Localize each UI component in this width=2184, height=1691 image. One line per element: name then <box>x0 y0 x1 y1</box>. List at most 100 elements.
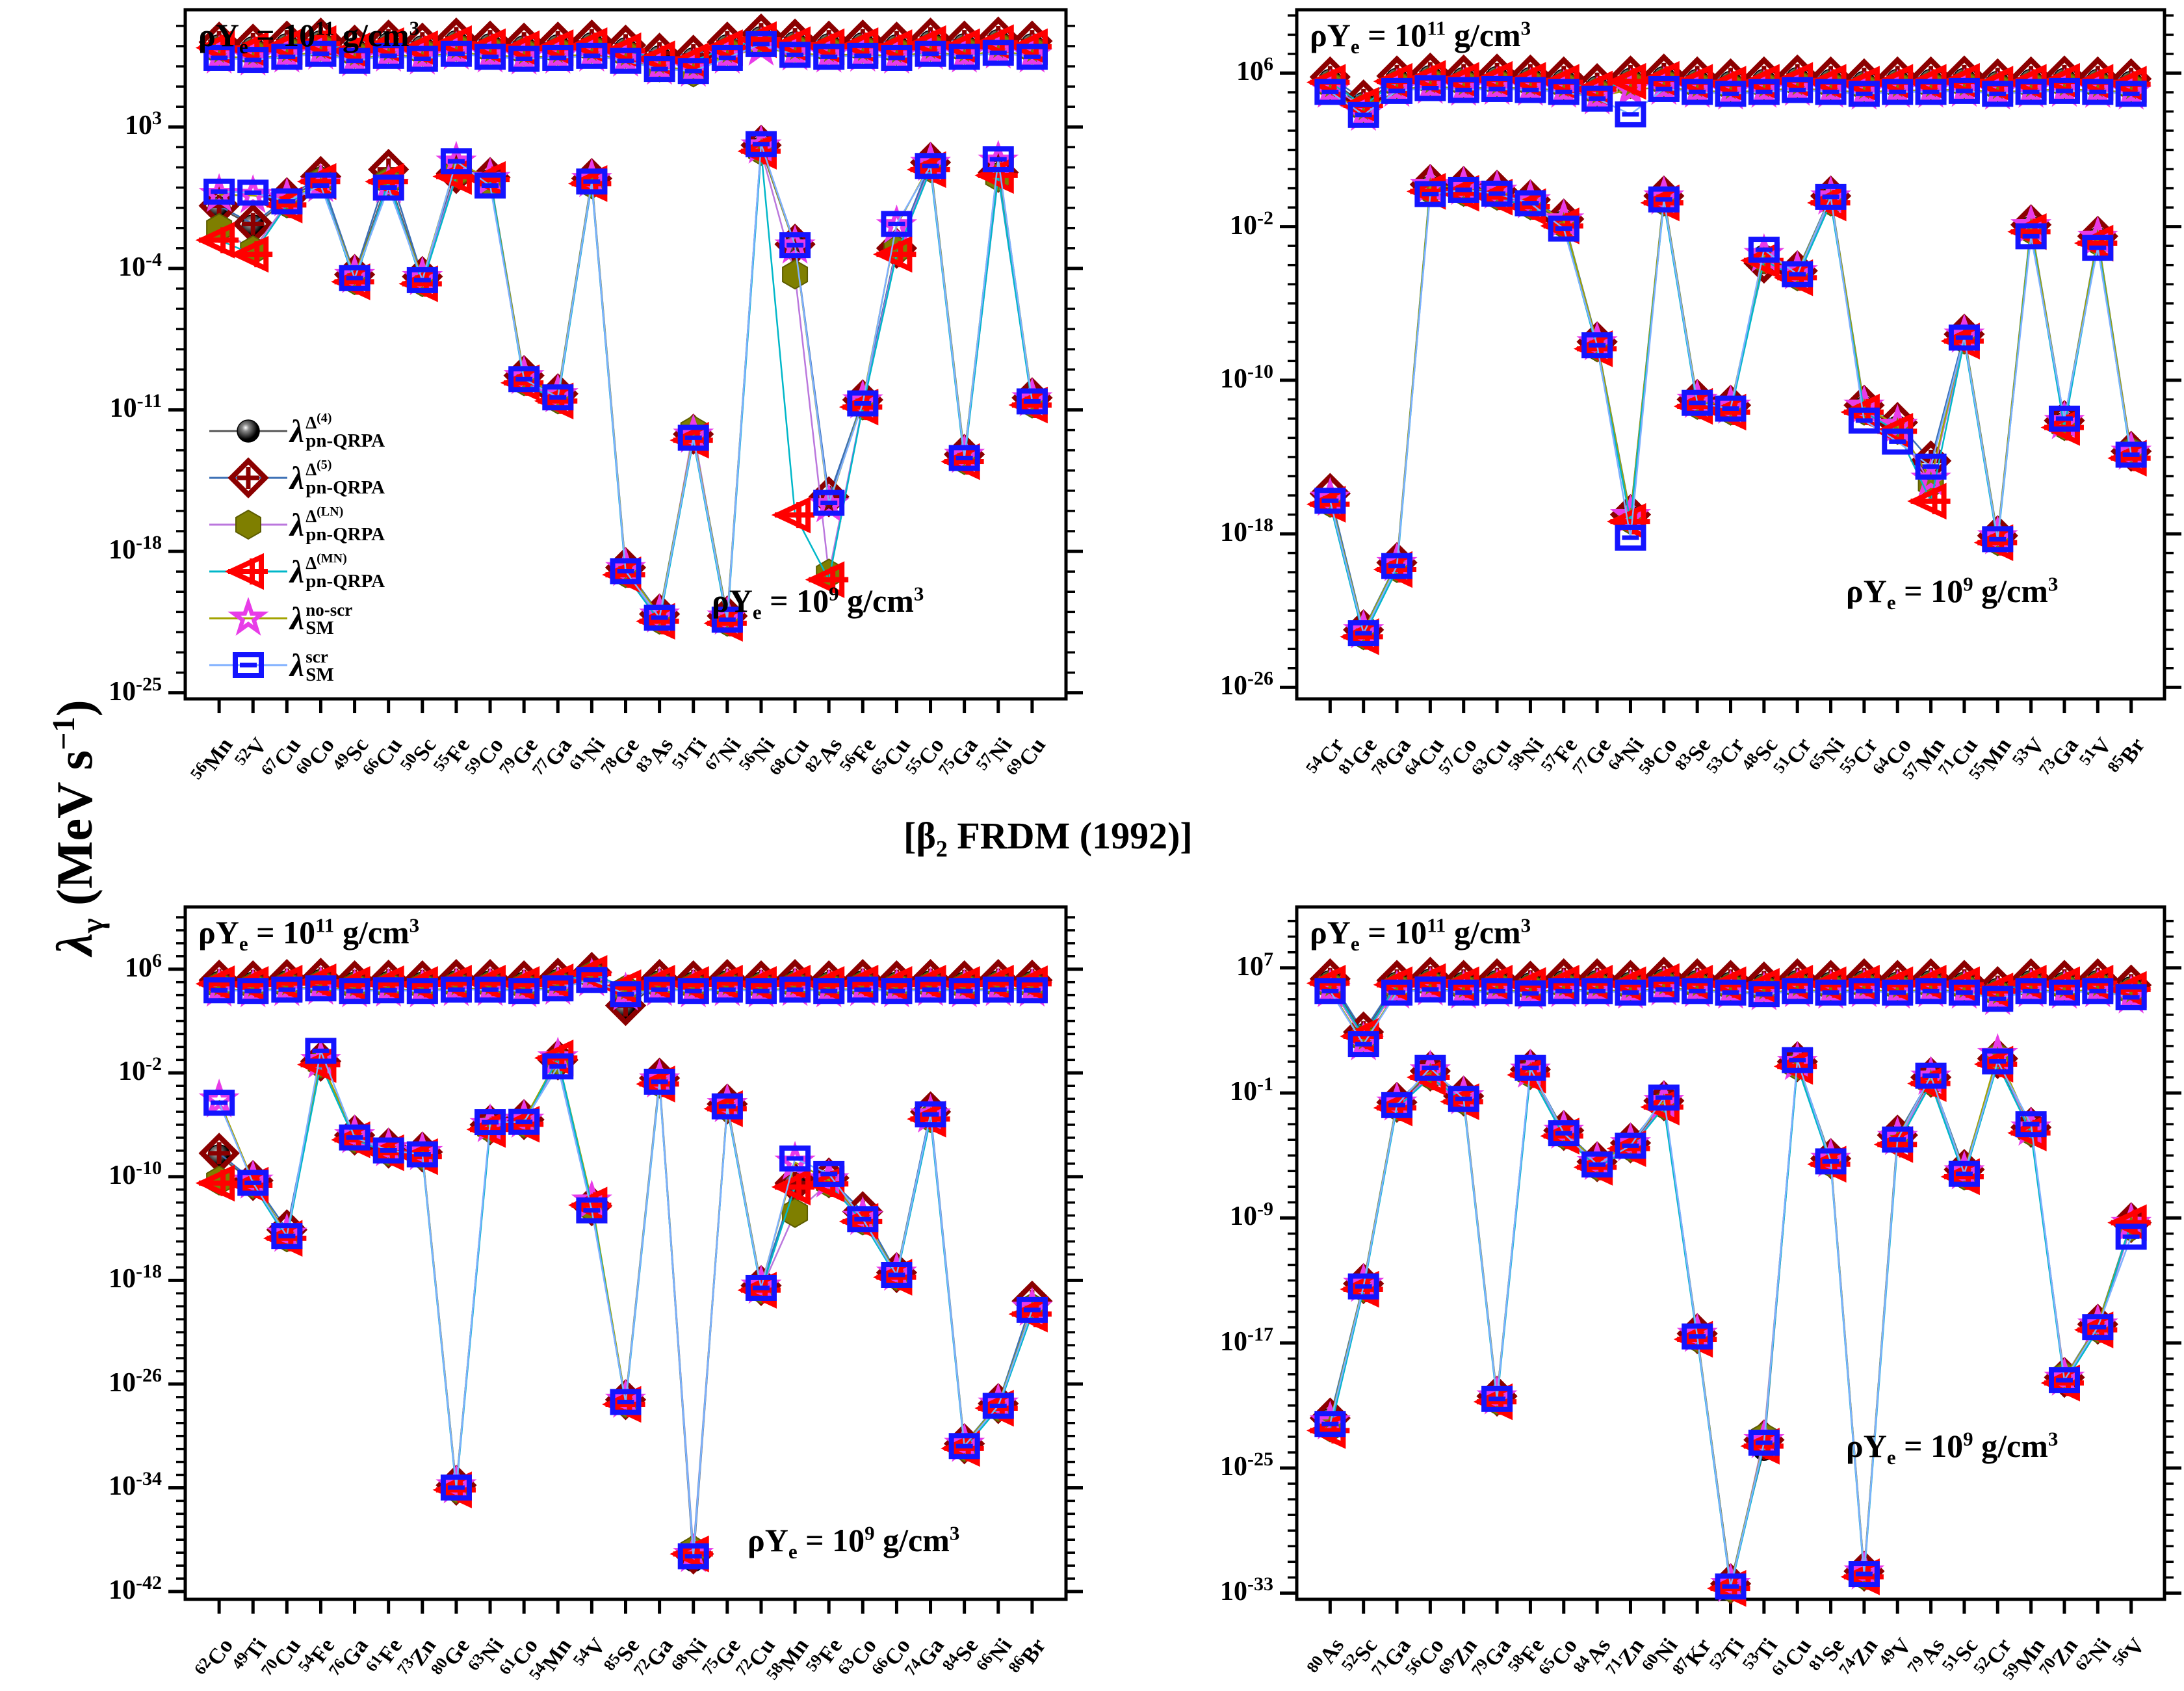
y-tick-label: 10-18 <box>1220 514 1273 548</box>
chart-shape <box>474 44 506 70</box>
chart-shape <box>1748 79 1780 105</box>
crossed-square-icon <box>982 146 1014 173</box>
crossed-square-icon <box>372 174 404 201</box>
crossed-triangle-icon <box>771 496 815 534</box>
chart-shape <box>782 259 809 290</box>
chart-shape <box>474 172 506 199</box>
chart-shape <box>1715 395 1747 422</box>
chart-shape <box>2015 79 2047 105</box>
crossed-square-icon <box>1948 77 1980 104</box>
panel-border-bottom-right <box>1295 905 2166 1601</box>
chart-shape <box>1948 324 1980 351</box>
chart-shape <box>881 211 913 237</box>
legend-label: λ Δ(4) pn-QRPA <box>290 411 385 451</box>
chart-shape <box>1347 620 1379 647</box>
chart-shape <box>948 445 980 471</box>
chart-shape <box>228 596 269 636</box>
chart-shape <box>711 44 743 71</box>
crossed-triangle-icon <box>224 553 268 590</box>
figure-caption: [β2 FRDM (1992)] <box>904 815 1193 862</box>
crossed-square-icon <box>610 558 642 584</box>
crossed-square-icon <box>237 179 269 206</box>
crossed-square-icon <box>406 267 438 293</box>
chart-shape <box>237 47 269 73</box>
chart-shape <box>1381 553 1413 579</box>
chart-shape <box>1815 79 1847 105</box>
chart-shape <box>1748 237 1780 263</box>
chart-shape <box>1782 77 1814 103</box>
crossed-square-icon <box>305 40 337 67</box>
chart-shape <box>1882 79 1914 105</box>
crossed-square-icon <box>677 425 709 451</box>
chart-shape <box>1514 190 1546 216</box>
legend-item: λ no-scr SM <box>207 596 385 640</box>
crossed-square-icon <box>745 31 777 57</box>
density-annotation-low: ρYe = 109 g/cm3 <box>712 582 924 623</box>
crossed-square-icon <box>711 44 743 71</box>
crossed-square-icon <box>440 40 472 67</box>
chart-shape <box>1481 75 1513 102</box>
chart-shape <box>2115 81 2147 107</box>
density-annotation-high: ρYe = 1011 g/cm3 <box>1310 913 1531 955</box>
crossed-square-icon <box>813 44 845 70</box>
legend-item: λ Δ(5) pn-QRPA <box>207 456 385 499</box>
y-tick-label: 10-2 <box>118 1053 162 1087</box>
legend-item: λ Δ(LN) pn-QRPA <box>207 503 385 546</box>
y-tick-label: 10-34 <box>109 1468 162 1502</box>
chart-shape <box>2048 405 2080 432</box>
crossed-square-icon <box>1448 176 1479 203</box>
crossed-square-icon <box>576 42 608 69</box>
crossed-square-icon <box>1848 81 1880 107</box>
series-markers-sq-low <box>1314 176 2147 647</box>
chart-shape <box>1414 75 1446 101</box>
crossed-square-icon <box>1381 553 1413 579</box>
crossed-square-icon <box>1748 237 1780 263</box>
ball-icon <box>207 410 290 452</box>
y-tick-label: 10-18 <box>109 1261 162 1294</box>
chart-shape <box>2082 235 2114 261</box>
crossed-square-icon <box>644 56 675 83</box>
series-markers-sq-high <box>1314 75 2147 128</box>
crossed-square-icon <box>1481 180 1513 207</box>
legend-label: λ Δ(MN) pn-QRPA <box>290 551 385 592</box>
chart-shape <box>1347 101 1379 128</box>
chart-shape <box>813 44 845 70</box>
crossed-square-icon <box>1948 324 1980 351</box>
crossed-square-icon <box>915 40 946 67</box>
crossed-square-icon <box>1882 79 1914 105</box>
crossed-square-icon <box>1016 388 1048 415</box>
crossed-triangle-icon <box>1907 482 1951 520</box>
y-tick-label: 10-18 <box>109 532 162 566</box>
crossed-triangle-icon <box>1607 62 1650 100</box>
y-tick-label: 106 <box>125 949 162 983</box>
crossed-square-icon <box>2082 235 2114 261</box>
crossed-square-icon <box>2082 79 2114 105</box>
density-annotation-high: ρYe = 1011 g/cm3 <box>1310 16 1531 58</box>
crossed-square-icon <box>1514 190 1546 216</box>
chart-shape <box>542 384 574 411</box>
chart-shape <box>915 153 946 179</box>
crossed-square-icon <box>1848 407 1880 434</box>
legend-label: λ Δ(LN) pn-QRPA <box>290 505 385 545</box>
chart-shape <box>644 56 675 83</box>
crossed-triangle-icon <box>207 551 290 592</box>
chart-shape <box>1915 453 1947 480</box>
y-tick-label: 10-17 <box>1220 1323 1273 1357</box>
chart-shape <box>915 40 946 67</box>
crossed-square-icon <box>1481 75 1513 102</box>
crossed-diamond-icon <box>207 457 290 499</box>
chart-shape <box>644 605 675 631</box>
chart-shape <box>508 366 540 393</box>
crossed-square-icon <box>508 46 540 72</box>
chart-shape <box>305 40 337 67</box>
chart-shape <box>542 44 574 71</box>
density-annotation-low: ρYe = 109 g/cm3 <box>748 1521 960 1563</box>
crossed-square-icon <box>1381 77 1413 104</box>
chart-shape <box>237 179 269 206</box>
chart-shape <box>881 44 913 71</box>
chart-shape <box>440 148 472 175</box>
crossed-square-icon <box>847 390 879 417</box>
chart-shape <box>1882 428 1914 455</box>
legend-item: λ Δ(4) pn-QRPA <box>207 410 385 452</box>
